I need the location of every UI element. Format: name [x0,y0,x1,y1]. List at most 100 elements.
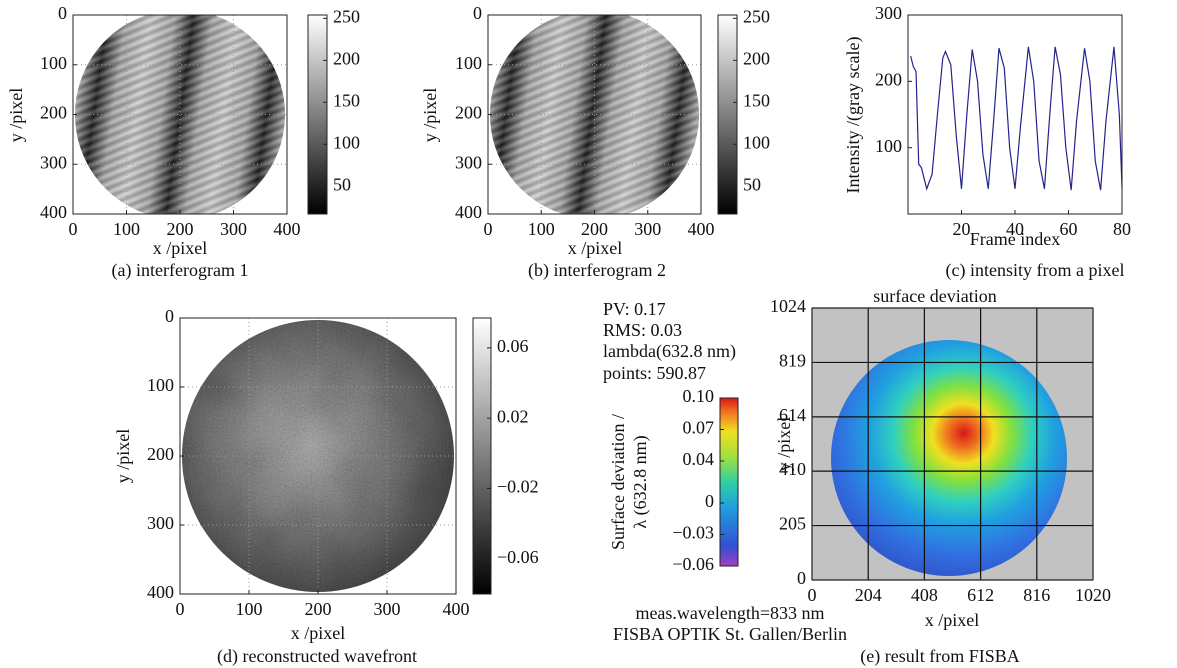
colorbar [473,318,491,594]
x-tick-label: 300 [374,599,401,619]
colorbar-tick-label: 0.04 [683,449,715,469]
x-tick-label: 612 [967,585,994,605]
x-tick-label: 60 [1060,219,1078,239]
chart-title: surface deviation [873,286,996,306]
annotation: lambda(632.8 nm) [603,341,736,362]
y-tick-label: 400 [147,582,174,602]
x-tick-label: 0 [808,585,817,605]
caption: (a) interferogram 1 [112,260,249,281]
annotation: points: 590.87 [603,363,706,383]
y-tick-label: 200 [875,69,902,89]
x-tick-label: 0 [69,219,78,239]
colorbar-tick-label: 50 [333,174,351,194]
colorbar [308,15,327,214]
colorbar-tick-label: −0.06 [672,554,714,574]
colorbar-tick-label: 0.06 [497,336,529,356]
caption: (b) interferogram 2 [528,260,666,281]
y-tick-label: 300 [147,513,174,533]
caption: (d) reconstructed wavefront [217,646,417,667]
y-tick-label: 100 [455,53,482,73]
annotation: RMS: 0.03 [603,320,682,340]
image [488,15,701,214]
x-tick-label: 408 [911,585,938,605]
colorbar-tick-label: −0.02 [497,477,539,497]
x-tick-label: 300 [634,219,661,239]
x-tick-label: 100 [236,599,263,619]
y-tick-label: 0 [797,568,806,588]
y-tick-label: 200 [40,103,67,123]
colorbar-tick-label: 0.02 [497,406,529,426]
colorbar-tick-label: 0.07 [683,418,715,438]
annotation: meas.wavelength=833 nm [635,603,824,623]
y-tick-label: 200 [455,103,482,123]
colorbar-tick-label: 200 [333,48,360,68]
y-tick-label: 100 [875,136,902,156]
colorbar-tick-label: 250 [333,6,360,26]
y-tick-label: 1024 [770,296,806,316]
x-tick-label: 20 [953,219,971,239]
caption: (c) intensity from a pixel [946,260,1125,281]
caption: (e) result from FISBA [860,646,1019,667]
colorbar-tick-label: −0.03 [672,523,714,543]
colorbar [720,398,738,566]
y-tick-label: 300 [40,152,67,172]
y-tick-label: 0 [58,3,67,23]
colorbar-tick-label: 0.10 [683,386,715,406]
x-axis-label: x /pixel [568,238,623,258]
x-tick-label: 300 [220,219,247,239]
colorbar-tick-label: 150 [743,90,770,110]
colorbar-tick-label: 200 [743,48,770,68]
x-axis-label: x /pixel [925,610,980,630]
y-axis-label: y /pixel [6,88,26,143]
y-tick-label: 819 [779,351,806,371]
y-tick-label: 200 [147,444,174,464]
colorbar-tick-label: −0.06 [497,547,539,567]
y-tick-label: 100 [147,375,174,395]
colorbar-tick-label: 100 [743,132,770,152]
colorbar-tick-label: 100 [333,132,360,152]
y-tick-label: 400 [455,202,482,222]
y-axis-label: y /pixel [420,88,440,143]
figure: 0100200300400010020030040050100150200250… [0,0,1177,668]
colorbar-label: λ (632.8 nm) [630,435,651,528]
x-tick-label: 0 [484,219,493,239]
x-tick-label: 200 [167,219,194,239]
y-tick-label: 300 [875,3,902,23]
y-tick-label: 0 [165,306,174,326]
data-line [911,47,1122,190]
x-tick-label: 400 [443,599,470,619]
x-tick-label: 0 [176,599,185,619]
y-tick-label: 100 [40,53,67,73]
colorbar-tick-label: 50 [743,174,761,194]
x-tick-label: 1020 [1075,585,1111,605]
annotation: PV: 0.17 [603,299,666,319]
x-tick-label: 200 [305,599,332,619]
x-tick-label: 400 [688,219,715,239]
image [180,318,456,594]
y-tick-label: 0 [473,3,482,23]
x-axis-label: x /pixel [291,623,346,643]
x-tick-label: 816 [1023,585,1050,605]
x-tick-label: 200 [581,219,608,239]
colorbar-tick-label: 250 [743,6,770,26]
colorbar-tick-label: 0 [705,491,714,511]
x-axis-label: x /pixel [153,238,208,258]
y-tick-label: 300 [455,152,482,172]
x-tick-label: 400 [274,219,301,239]
x-tick-label: 80 [1113,219,1131,239]
colorbar [718,15,737,214]
y-tick-label: 205 [779,514,806,534]
x-axis-label: Frame index [970,229,1060,249]
y-axis-label: y /pixel [774,417,794,472]
x-tick-label: 204 [855,585,882,605]
annotation: FISBA OPTIK St. Gallen/Berlin [613,624,847,644]
wavefront-noise [180,318,456,594]
x-tick-label: 100 [528,219,555,239]
x-tick-label: 100 [113,219,140,239]
y-tick-label: 400 [40,202,67,222]
y-axis-label: Intensity /(gray scale) [843,37,864,194]
colorbar-tick-label: 150 [333,90,360,110]
fringe-lines [488,15,701,214]
colorbar-label: Surface deviation / [608,414,628,550]
y-axis-label: y /pixel [113,429,133,484]
